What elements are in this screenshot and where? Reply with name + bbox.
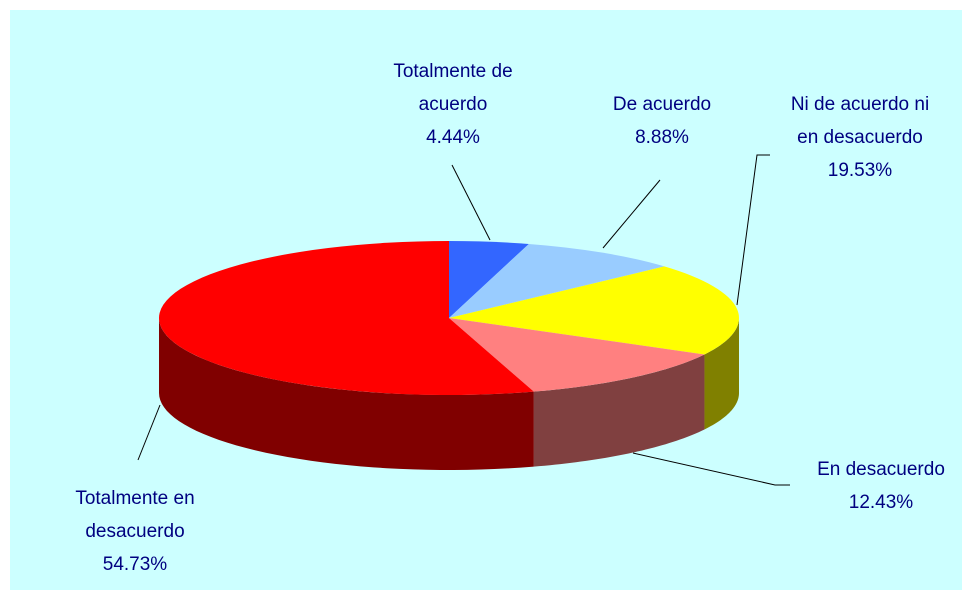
data-label: En desacuerdo 12.43% xyxy=(806,453,956,519)
slice-side xyxy=(704,318,739,430)
slice xyxy=(449,241,529,318)
slice-side xyxy=(159,318,534,470)
leader-line xyxy=(632,452,790,486)
slice xyxy=(449,243,665,318)
category-label: Totalmente de acuerdo xyxy=(393,61,513,115)
category-label: Totalmente en desacuerdo xyxy=(75,488,195,542)
value-label: 19.53% xyxy=(827,160,893,181)
value-label: 4.44% xyxy=(426,127,480,148)
value-label: 12.43% xyxy=(848,492,914,513)
value-label: 54.73% xyxy=(102,554,168,575)
category-label: De acuerdo xyxy=(612,94,712,115)
chart-area: Totalmente de acuerdo 4.44% De acuerdo 8.88… xyxy=(10,10,962,590)
slice xyxy=(159,241,534,395)
data-label: Totalmente de acuerdo 4.44% xyxy=(368,55,538,154)
leader-line xyxy=(602,179,661,249)
leader-line xyxy=(137,404,161,461)
category-label: Ni de acuerdo ni en desacuerdo xyxy=(790,94,930,148)
value-label: 8.88% xyxy=(635,127,689,148)
slice xyxy=(449,318,705,392)
data-label: Ni de acuerdo ni en desacuerdo 19.53% xyxy=(785,88,935,187)
data-label: De acuerdo 8.88% xyxy=(587,88,737,154)
leader-line xyxy=(736,154,770,306)
leader-line xyxy=(451,164,491,241)
category-label: En desacuerdo xyxy=(817,459,945,480)
slice xyxy=(449,266,740,355)
data-label: Totalmente en desacuerdo 54.73% xyxy=(50,482,220,581)
chart xyxy=(137,154,790,486)
slice-side xyxy=(533,354,705,467)
